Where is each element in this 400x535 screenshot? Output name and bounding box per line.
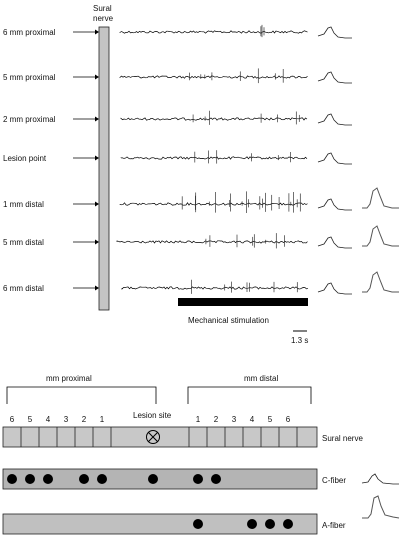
row-trace <box>119 30 308 34</box>
c-waveform <box>317 236 352 249</box>
proximal-number: 4 <box>46 415 51 424</box>
c-waveform <box>317 26 352 39</box>
lesion-symbol <box>146 430 160 444</box>
row-arrowhead <box>95 29 99 35</box>
c-fiber-dot <box>193 474 203 484</box>
distal-bracket <box>187 386 312 404</box>
a-waveform <box>362 225 399 247</box>
recording-row: 6 mm distal <box>3 271 399 295</box>
distal-label: mm distal <box>244 374 278 383</box>
row-trace <box>119 75 308 79</box>
lesion-label: Lesion site <box>133 411 172 420</box>
c-waveform <box>317 152 352 165</box>
c-fiber-dot <box>97 474 107 484</box>
proximal-number: 3 <box>64 415 69 424</box>
row-label: 2 mm proximal <box>3 115 56 124</box>
row-label: 5 mm distal <box>3 238 44 247</box>
nerve-title-line1: Sural <box>93 4 112 13</box>
c-fiber-dot <box>79 474 89 484</box>
distal-number: 2 <box>214 415 219 424</box>
c-waveform <box>317 282 352 295</box>
sural-nerve-label: Sural nerve <box>322 434 363 443</box>
c-fiber-waveform <box>361 473 399 485</box>
c-waveform <box>317 71 352 84</box>
row-arrowhead <box>95 74 99 80</box>
proximal-label: mm proximal <box>46 374 92 383</box>
row-label: 1 mm distal <box>3 200 44 209</box>
row-label: 6 mm distal <box>3 284 44 293</box>
c-fiber-dot <box>43 474 53 484</box>
distal-number: 4 <box>250 415 255 424</box>
distal-number: 1 <box>196 415 201 424</box>
row-trace <box>120 117 308 121</box>
distal-number: 6 <box>286 415 291 424</box>
c-fiber-dot <box>7 474 17 484</box>
c-fiber-box <box>2 468 318 490</box>
row-label: 6 mm proximal <box>3 28 56 37</box>
a-waveform <box>362 187 399 209</box>
row-arrowhead <box>95 116 99 122</box>
recording-row: 2 mm proximal <box>3 110 352 126</box>
recording-row: 6 mm proximal <box>3 24 352 39</box>
a-fiber-dot <box>283 519 293 529</box>
sural-nerve-bar <box>98 26 110 311</box>
c-waveform <box>317 113 352 126</box>
c-waveform <box>317 198 352 211</box>
c-fiber-dot <box>211 474 221 484</box>
distal-number: 3 <box>232 415 237 424</box>
stimulation-bar <box>178 298 308 306</box>
c-fiber-label: C-fiber <box>322 476 346 485</box>
nerve-title-line2: nerve <box>93 14 114 23</box>
a-fiber-dot <box>193 519 203 529</box>
c-fiber-dot <box>148 474 158 484</box>
scale-label: 1.3 s <box>291 336 308 345</box>
a-fiber-dot <box>265 519 275 529</box>
row-arrowhead <box>95 285 99 291</box>
row-arrowhead <box>95 201 99 207</box>
stimulation-label: Mechanical stimulation <box>188 316 269 325</box>
proximal-number: 1 <box>100 415 105 424</box>
c-fiber-dot <box>25 474 35 484</box>
row-trace <box>116 240 308 244</box>
a-fiber-label: A-fiber <box>322 521 346 530</box>
row-label: 5 mm proximal <box>3 73 56 82</box>
a-fiber-box <box>2 513 318 535</box>
proximal-number: 2 <box>82 415 87 424</box>
row-trace <box>121 286 309 290</box>
a-fiber-waveform <box>362 495 400 519</box>
recording-row: 1 mm distal <box>3 187 399 213</box>
recording-row: 5 mm proximal <box>3 68 352 84</box>
row-label: Lesion point <box>3 154 47 163</box>
recording-row: Lesion point <box>3 150 352 165</box>
row-trace <box>120 156 308 160</box>
a-fiber-dot <box>247 519 257 529</box>
row-arrowhead <box>95 155 99 161</box>
proximal-bracket <box>6 386 157 404</box>
recording-row: 5 mm distal <box>3 225 399 249</box>
row-arrowhead <box>95 239 99 245</box>
proximal-number: 5 <box>28 415 33 424</box>
distal-number: 5 <box>268 415 273 424</box>
proximal-number: 6 <box>10 415 15 424</box>
a-waveform <box>362 271 399 293</box>
row-trace <box>119 202 308 206</box>
